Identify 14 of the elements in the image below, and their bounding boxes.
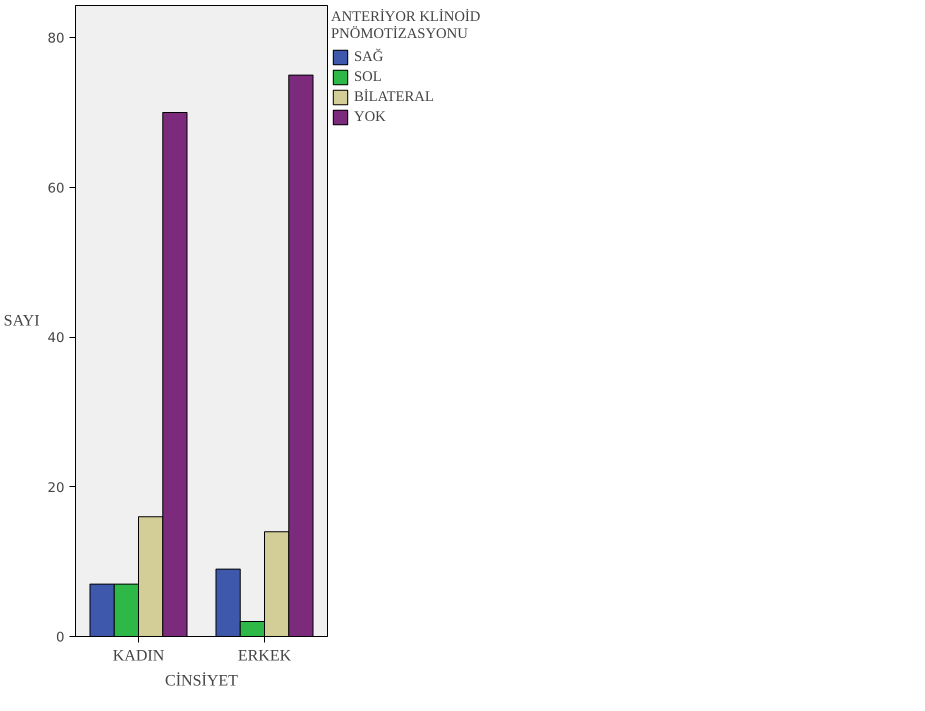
- legend-label: SOL: [354, 68, 382, 86]
- x-tick-label: ERKEK: [238, 648, 292, 664]
- y-tick-label: 40: [48, 331, 65, 346]
- x-axis-title: CİNSİYET: [165, 672, 238, 690]
- legend-label: YOK: [354, 108, 386, 126]
- legend-title: ANTERİYOR KLİNOİD PNÖMOTİZASYONU: [331, 9, 480, 43]
- y-tick-label: 0: [56, 630, 65, 646]
- y-tick-label: 60: [48, 181, 65, 196]
- y-tick-label: 20: [48, 480, 65, 496]
- y-axis-title: SAYI: [4, 312, 40, 330]
- legend-label: BİLATERAL: [354, 88, 434, 106]
- y-tick-label: 80: [48, 32, 65, 47]
- legend-label: SAĞ: [354, 48, 384, 66]
- x-tick-label: KADIN: [112, 648, 165, 664]
